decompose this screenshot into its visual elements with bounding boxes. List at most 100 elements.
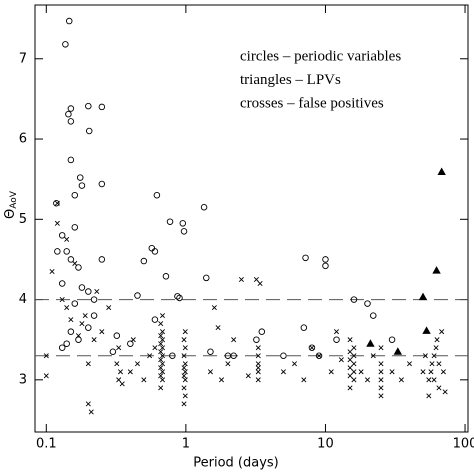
cross-point xyxy=(351,369,357,375)
cross-point xyxy=(182,377,188,383)
cross-point xyxy=(159,329,166,335)
cross-point xyxy=(141,377,147,383)
triangle-point xyxy=(418,292,428,301)
cross-point xyxy=(181,353,187,359)
cross-point xyxy=(255,345,261,351)
triangle-point xyxy=(422,326,431,334)
cross-point xyxy=(347,365,353,371)
circle-point xyxy=(65,110,72,118)
legend-entry: circles – periodic variables xyxy=(240,48,401,64)
circle-point xyxy=(350,296,358,303)
circle-point xyxy=(53,199,60,207)
circle-point xyxy=(364,300,371,307)
circle-point xyxy=(151,316,159,323)
cross-point xyxy=(159,345,166,351)
circle-point xyxy=(174,293,181,300)
circle-point xyxy=(200,204,208,211)
x-tick-label: 100 xyxy=(453,437,474,452)
triangle-point xyxy=(437,167,446,175)
cross-point xyxy=(181,337,187,343)
circle-point xyxy=(113,332,121,339)
cross-point xyxy=(347,337,353,343)
cross-point xyxy=(433,345,439,351)
cross-point xyxy=(99,329,105,335)
cross-point xyxy=(54,200,60,206)
circle-point xyxy=(253,336,260,343)
cross-point xyxy=(72,260,78,266)
cross-point xyxy=(159,313,166,319)
cross-point xyxy=(358,369,364,375)
cross-point xyxy=(181,365,187,371)
cross-point xyxy=(422,353,428,359)
cross-point xyxy=(207,369,213,375)
cross-point xyxy=(182,345,188,351)
cross-point xyxy=(255,377,261,383)
circle-point xyxy=(67,328,75,335)
cross-point xyxy=(182,329,188,335)
x-tick-label: 10 xyxy=(317,437,334,452)
cross-point xyxy=(159,369,166,375)
circle-point xyxy=(169,352,176,360)
cross-point xyxy=(85,401,91,407)
cross-point xyxy=(91,337,97,343)
circle-point xyxy=(67,256,75,263)
circle-point xyxy=(134,292,141,299)
y-tick-label: 5 xyxy=(19,212,27,227)
cross-point xyxy=(75,333,81,339)
circle-point xyxy=(322,262,329,270)
y-axis-label: ΘAoV xyxy=(3,190,19,219)
circle-point xyxy=(62,41,69,48)
cross-point xyxy=(181,373,187,379)
cross-point xyxy=(158,333,164,339)
circle-point xyxy=(90,296,98,303)
cross-point xyxy=(159,377,166,383)
circle-point xyxy=(153,191,161,199)
cross-point xyxy=(158,365,164,371)
circle-point xyxy=(388,336,396,343)
cross-point xyxy=(436,361,442,367)
cross-point xyxy=(130,337,136,343)
circle-point xyxy=(67,156,75,164)
cross-point xyxy=(85,361,91,367)
cross-point xyxy=(301,377,307,383)
cross-point xyxy=(116,345,122,351)
triangle-point xyxy=(366,339,375,347)
circle-point xyxy=(370,312,377,319)
cross-point xyxy=(159,361,166,367)
cross-point xyxy=(54,220,60,226)
circle-point xyxy=(58,232,66,239)
cross-point xyxy=(119,381,125,387)
cross-point xyxy=(158,349,164,355)
cross-point xyxy=(351,361,357,367)
cross-point xyxy=(431,377,437,383)
cross-point xyxy=(79,321,85,327)
cross-point xyxy=(82,313,88,319)
cross-point xyxy=(152,345,158,351)
cross-point xyxy=(280,369,286,375)
circle-point xyxy=(98,256,106,263)
cross-point xyxy=(351,377,357,383)
triangle-point xyxy=(432,266,441,274)
cross-point xyxy=(94,289,100,295)
cross-point xyxy=(117,369,123,375)
cross-point xyxy=(378,345,384,351)
x-axis-label: Period (days) xyxy=(193,456,279,471)
cross-point xyxy=(333,329,340,335)
cross-point xyxy=(429,361,435,367)
circle-point xyxy=(179,220,187,227)
circle-point xyxy=(67,105,75,112)
cross-point xyxy=(64,305,70,311)
y-tick-label: 6 xyxy=(19,132,27,147)
cross-point xyxy=(378,369,384,375)
cross-point xyxy=(158,341,164,347)
circle-point xyxy=(302,254,309,262)
circle-point xyxy=(85,288,92,295)
cross-point xyxy=(158,373,164,379)
circle-point xyxy=(78,284,86,291)
cross-point xyxy=(134,361,140,367)
cross-point xyxy=(253,276,259,283)
cross-point xyxy=(255,365,261,371)
cross-point xyxy=(351,345,357,351)
cross-point xyxy=(59,297,65,303)
circle-point xyxy=(140,257,148,265)
